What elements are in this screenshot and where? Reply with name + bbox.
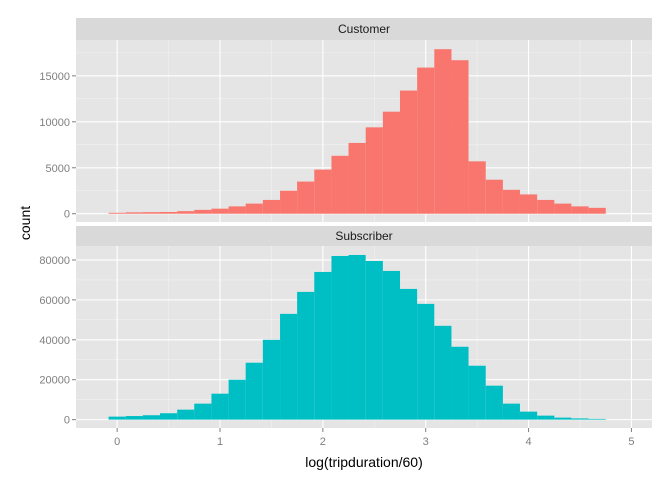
histogram-bar — [228, 379, 246, 420]
histogram-bar — [211, 208, 229, 214]
histogram-bar — [588, 418, 606, 420]
histogram-bar — [245, 203, 263, 214]
histogram-bar — [211, 393, 229, 420]
histogram-bar — [485, 385, 503, 420]
histogram-bar — [297, 291, 315, 420]
histogram-bar — [245, 362, 263, 420]
histogram-bar — [177, 211, 195, 214]
histogram-bar — [194, 403, 212, 420]
histogram-bar — [142, 212, 160, 214]
x-tick-label: 3 — [423, 436, 429, 448]
y-tick-label: 15000 — [39, 71, 70, 83]
histogram-bar — [177, 409, 195, 420]
histogram-bar — [554, 417, 572, 420]
histogram-bar — [297, 181, 315, 214]
y-tick-label: 0 — [64, 209, 70, 221]
histogram-bar — [382, 111, 401, 214]
histogram-bar — [468, 365, 486, 420]
histogram-bar — [537, 199, 555, 214]
facet-strip — [76, 18, 652, 40]
histogram-bar — [417, 303, 435, 420]
histogram-bar — [399, 288, 418, 420]
histogram-bar — [228, 206, 246, 214]
histogram-bar — [434, 49, 452, 214]
histogram-bar — [159, 211, 178, 214]
histogram-bar — [365, 260, 383, 420]
y-tick-label: 80000 — [39, 255, 70, 267]
histogram-bar — [554, 203, 572, 214]
facet-strip-label: Subscriber — [335, 229, 392, 243]
facet-panel-subscriber: Subscriber 0 20000 40000 60000 80000 — [39, 226, 652, 428]
histogram-bar — [451, 60, 469, 214]
histogram-bar — [331, 155, 349, 214]
histogram-bar — [142, 415, 160, 420]
facet-strip-label: Customer — [338, 22, 390, 36]
histogram-bar — [434, 325, 452, 420]
histogram-bar — [159, 413, 178, 420]
facet-panel-customer: Customer 0 5000 10000 15000 — [39, 18, 652, 222]
x-tick-label: 1 — [217, 436, 223, 448]
histogram-bar — [485, 179, 503, 214]
histogram-bar — [314, 271, 332, 420]
x-tick-label: 0 — [114, 436, 120, 448]
histogram-bar — [108, 212, 126, 214]
histogram-bar — [502, 189, 520, 214]
histogram-bar — [314, 169, 332, 214]
histogram-bar — [571, 206, 589, 214]
histogram-bar — [280, 313, 298, 420]
histogram-bar — [262, 199, 281, 214]
histogram-bar — [502, 403, 520, 420]
histogram-bar — [519, 411, 538, 420]
x-tick-label: 4 — [526, 436, 532, 448]
y-tick-label: 0 — [64, 415, 70, 427]
histogram-bar — [280, 190, 298, 214]
histogram-bar — [519, 194, 538, 214]
y-tick-label: 5000 — [46, 163, 70, 175]
y-tick-label: 20000 — [39, 375, 70, 387]
histogram-bar — [194, 209, 212, 214]
histogram-bar — [468, 161, 486, 214]
facet-strip — [76, 226, 652, 246]
x-tick-label: 2 — [320, 436, 326, 448]
histogram-bar — [588, 207, 606, 214]
x-tick-label: 5 — [628, 436, 634, 448]
y-tick-label: 10000 — [39, 117, 70, 129]
y-tick-label: 60000 — [39, 295, 70, 307]
histogram-bar — [537, 415, 555, 420]
histogram-bar — [125, 416, 143, 420]
histogram-bar — [417, 67, 435, 214]
histogram-bar — [451, 346, 469, 420]
histogram-bar — [108, 416, 126, 420]
histogram-bar — [262, 339, 281, 420]
y-axis-title: count — [17, 206, 33, 240]
histogram-bar — [125, 212, 143, 214]
histogram-bar — [348, 254, 366, 420]
histogram-bar — [399, 90, 418, 214]
histogram-bar — [331, 255, 349, 420]
histogram-bar — [365, 127, 383, 214]
x-axis-title: log(tripduration/60) — [305, 454, 423, 470]
histogram-bar — [348, 142, 366, 214]
histogram-bar — [571, 418, 589, 420]
y-tick-label: 40000 — [39, 335, 70, 347]
histogram-bar — [382, 270, 401, 420]
